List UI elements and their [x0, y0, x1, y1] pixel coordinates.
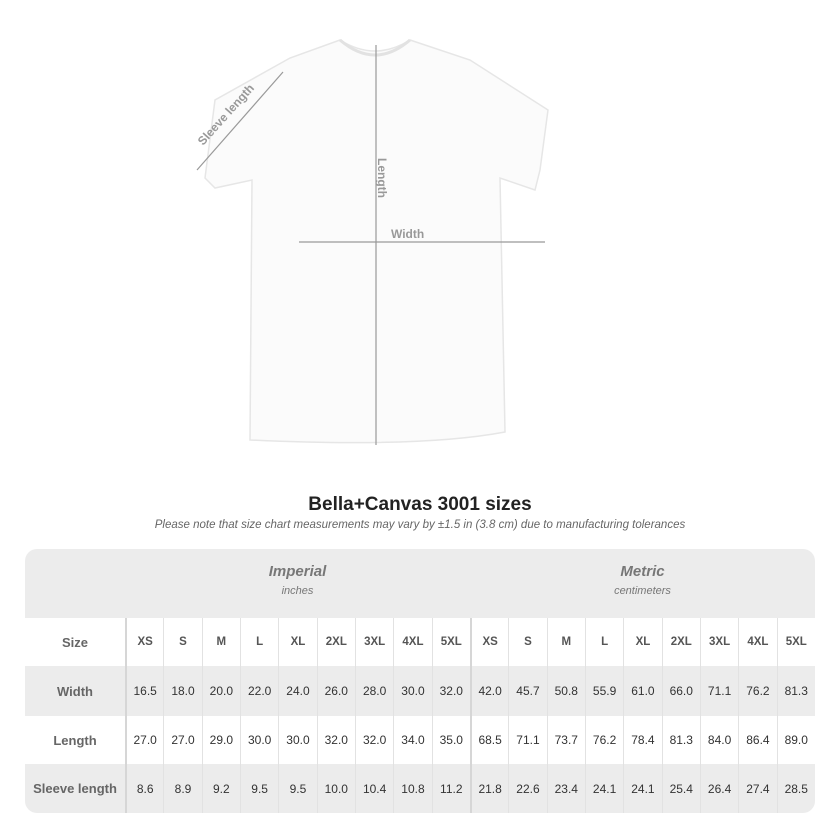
- table-cell: 61.0: [623, 666, 661, 716]
- table-cell: 27.0: [125, 716, 163, 764]
- size-header-cell: XS: [469, 618, 508, 666]
- imperial-unit: inches: [281, 585, 314, 597]
- table-cell: 25.4: [661, 764, 700, 813]
- table-cell: 22.0: [239, 666, 278, 716]
- size-header-cell: L: [584, 618, 623, 666]
- tolerance-note: Please note that size chart measurements…: [154, 519, 686, 531]
- table-cell: 35.0: [431, 716, 470, 764]
- table-cell: 29.0: [201, 716, 240, 764]
- size-table: Imperial inches Metric centimeters Size X…: [25, 549, 815, 813]
- table-cell: 27.0: [163, 716, 201, 764]
- table-cell: 28.0: [354, 666, 393, 716]
- table-row: Sleeve length 8.6 8.9 9.2 9.5 9.5 10.0 10.4 10.8…: [25, 764, 815, 813]
- size-header-cell: 5XL: [431, 618, 470, 666]
- table-cell: 84.0: [699, 716, 738, 764]
- row-label: Size: [61, 634, 88, 650]
- size-header-cell: 2XL: [316, 618, 355, 666]
- table-cell: 32.0: [354, 716, 393, 764]
- size-header-cell: 2XL: [661, 618, 700, 666]
- table-cell: 73.7: [546, 716, 585, 764]
- table-cell: 32.0: [431, 666, 470, 716]
- size-header-cell: 3XL: [354, 618, 393, 666]
- table-cell: 30.0: [239, 716, 278, 764]
- table-cell: 42.0: [469, 666, 508, 716]
- table-row: Width 16.5 18.0 20.0 22.0 24.0 26.0 28.0 30.0 32.…: [25, 666, 815, 716]
- metric-header: Metric centimeters: [470, 563, 815, 597]
- table-cell: 11.2: [431, 764, 470, 813]
- table-cell: 26.0: [316, 666, 355, 716]
- length-label: Length: [375, 158, 389, 198]
- table-cell: 81.3: [661, 716, 700, 764]
- table-cell: 78.4: [623, 716, 661, 764]
- size-header-cell: M: [201, 618, 240, 666]
- table-cell: 10.4: [354, 764, 393, 813]
- table-cell: 23.4: [546, 764, 585, 813]
- row-label: Length: [53, 732, 97, 748]
- table-cell: 10.0: [316, 764, 355, 813]
- table-cell: 18.0: [163, 666, 201, 716]
- table-cell: 9.2: [201, 764, 240, 813]
- table-cell: 28.5: [776, 764, 815, 813]
- size-header-cell: 4XL: [393, 618, 431, 666]
- table-cell: 24.1: [623, 764, 661, 813]
- table-cell: 26.4: [699, 764, 738, 813]
- table-cell: 21.8: [469, 764, 508, 813]
- table-cell: 30.0: [393, 666, 431, 716]
- unit-header: [25, 549, 815, 618]
- table-cell: 9.5: [239, 764, 278, 813]
- size-header-cell: XS: [125, 618, 163, 666]
- row-label: Width: [57, 683, 93, 699]
- metric-label: Metric: [620, 563, 665, 580]
- table-cell: 22.6: [508, 764, 546, 813]
- width-label: Width: [391, 227, 424, 241]
- tshirt-diagram: Length Width Sleeve length: [195, 38, 549, 445]
- table-cell: 30.0: [278, 716, 316, 764]
- table-cell: 20.0: [201, 666, 240, 716]
- table-row: Size XS S M L XL 2XL 3XL 4XL 5XL XS S M L XL 2XL 3XL 4XL 5…: [25, 618, 815, 666]
- size-header-cell: XL: [623, 618, 661, 666]
- table-cell: 8.6: [125, 764, 163, 813]
- table-cell: 32.0: [316, 716, 355, 764]
- table-cell: 24.1: [584, 764, 623, 813]
- table-cell: 27.4: [738, 764, 776, 813]
- size-header-cell: M: [546, 618, 585, 666]
- table-cell: 89.0: [776, 716, 815, 764]
- size-header-cell: 4XL: [738, 618, 776, 666]
- size-header-cell: XL: [278, 618, 316, 666]
- size-header-cell: S: [163, 618, 201, 666]
- row-label: Sleeve length: [33, 781, 117, 796]
- table-cell: 71.1: [699, 666, 738, 716]
- table-cell: 76.2: [584, 716, 623, 764]
- page-title: Bella+Canvas 3001 sizes: [308, 494, 532, 515]
- table-cell: 81.3: [776, 666, 815, 716]
- table-cell: 50.8: [546, 666, 585, 716]
- table-cell: 8.9: [163, 764, 201, 813]
- table-cell: 66.0: [661, 666, 700, 716]
- table-cell: 34.0: [393, 716, 431, 764]
- size-header-cell: S: [508, 618, 546, 666]
- table-cell: 16.5: [125, 666, 163, 716]
- table-cell: 9.5: [278, 764, 316, 813]
- table-row: Length 27.0 27.0 29.0 30.0 30.0 32.0 32.0 34.0 35…: [25, 716, 815, 764]
- size-header-cell: L: [239, 618, 278, 666]
- table-cell: 68.5: [469, 716, 508, 764]
- table-cell: 10.8: [393, 764, 431, 813]
- table-cell: 71.1: [508, 716, 546, 764]
- table-cell: 45.7: [508, 666, 546, 716]
- table-cell: 24.0: [278, 666, 316, 716]
- table-cell: 76.2: [738, 666, 776, 716]
- size-header-cell: 5XL: [776, 618, 815, 666]
- size-header-cell: 3XL: [699, 618, 738, 666]
- imperial-label: Imperial: [268, 563, 327, 580]
- metric-unit: centimeters: [614, 585, 671, 597]
- table-cell: 86.4: [738, 716, 776, 764]
- imperial-header: Imperial inches: [125, 563, 470, 597]
- table-cell: 55.9: [584, 666, 623, 716]
